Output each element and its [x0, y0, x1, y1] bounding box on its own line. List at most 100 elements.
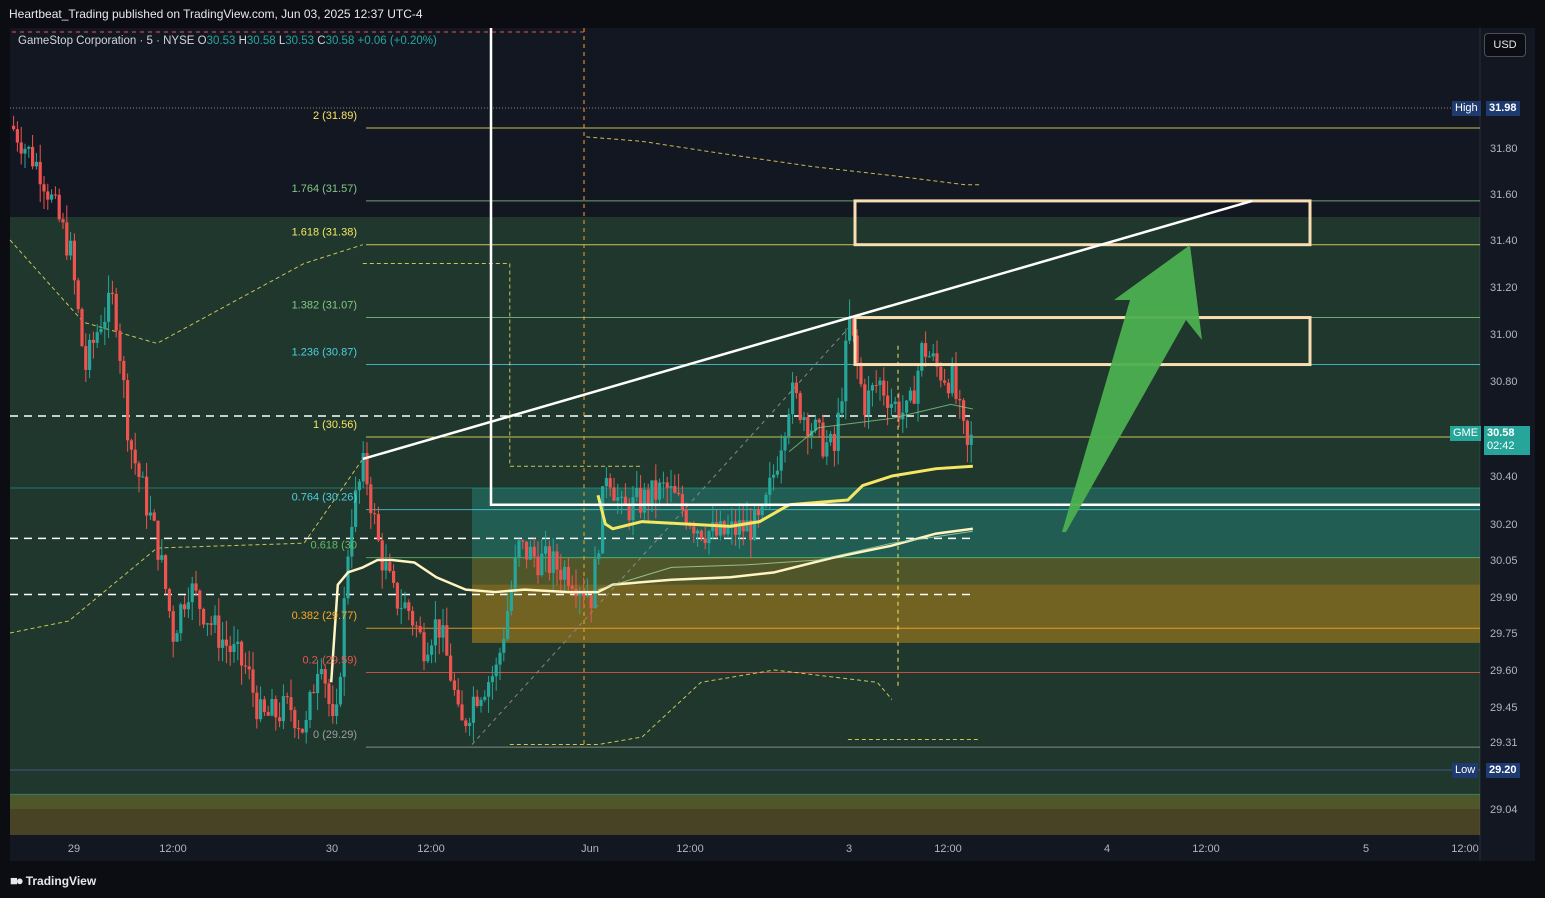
tradingview-logo-text: TradingView — [25, 873, 97, 888]
candle-body — [380, 540, 384, 571]
candle-body — [338, 676, 342, 705]
candle-body — [232, 643, 236, 653]
upper-band-1 — [586, 136, 981, 186]
high-price-tag: High — [1452, 101, 1481, 116]
candle-body — [107, 292, 111, 322]
candle-body — [426, 654, 430, 662]
candle-body — [323, 668, 327, 684]
candle-body — [851, 316, 855, 336]
candle-body — [392, 571, 396, 583]
legend-close-value: 30.58 — [325, 35, 355, 47]
candle-body — [753, 509, 757, 540]
candle-body — [418, 626, 422, 633]
time-tick-0: 29 — [68, 843, 80, 855]
candle-body — [878, 380, 882, 386]
candle-body — [456, 689, 460, 705]
candle-body — [202, 608, 206, 625]
price-tick-12: 29.45 — [1490, 702, 1518, 714]
vwap-session-2 — [596, 464, 973, 531]
candle-body — [373, 513, 377, 515]
time-axis-bg — [10, 835, 1535, 861]
candle-body — [247, 666, 251, 670]
candle-body — [593, 558, 597, 609]
candle-body — [692, 526, 696, 534]
time-tick-1: 12:00 — [159, 843, 187, 855]
candle-body — [490, 676, 494, 683]
fib-label-5: 1 (30.56) — [313, 419, 357, 431]
candle-body — [768, 477, 772, 495]
candle-body — [228, 645, 232, 653]
upper-band-3 — [9, 239, 363, 344]
candle-body — [262, 699, 266, 713]
candle-body — [19, 142, 23, 154]
vwap-session-1 — [329, 527, 974, 683]
fib-label-7: 0.618 (30 — [311, 540, 357, 552]
price-tick-8: 30.05 — [1490, 555, 1518, 567]
price-axis[interactable]: 31.80 31.60 31.40 31.20 31.00 30.80 30.40 30.20… — [1490, 143, 1518, 816]
candle-body — [61, 219, 65, 223]
candle-body — [547, 546, 551, 573]
candle-body — [658, 482, 662, 500]
candle-body — [15, 129, 19, 143]
price-tick-5: 30.80 — [1490, 376, 1518, 388]
candle-body — [855, 335, 859, 363]
legend-low-label: L — [278, 35, 286, 47]
candle-body — [433, 619, 437, 646]
candle-body — [874, 385, 878, 387]
candle-body — [281, 696, 285, 722]
candle-body — [23, 148, 27, 154]
lower-band-2 — [509, 669, 893, 746]
symbol-tag-label: GME — [1453, 427, 1479, 439]
candle-body — [65, 222, 69, 256]
candle-body — [886, 395, 890, 408]
candle-body — [91, 339, 95, 343]
drawings[interactable] — [362, 28, 1480, 532]
candle-body — [908, 390, 912, 401]
candle-body — [779, 450, 783, 471]
candle-body — [103, 321, 107, 329]
dashed-guides — [9, 28, 981, 748]
candle-body — [441, 625, 445, 638]
tradingview-logo[interactable]: ■● TradingView — [10, 873, 96, 888]
candle-body — [278, 717, 282, 722]
price-tick-3: 31.20 — [1490, 282, 1518, 294]
candle-body — [707, 531, 711, 544]
candle-body — [259, 699, 263, 720]
candle-body — [756, 509, 760, 516]
candle-body — [544, 546, 548, 554]
candle-body — [194, 583, 198, 591]
candle-body — [160, 555, 164, 560]
low-price-tag: Low — [1452, 763, 1479, 778]
time-axis[interactable]: 29 12:00 30 12:00 Jun 12:00 3 12:00 4 12:00 5 12:00 — [68, 843, 1479, 855]
candle-body — [346, 556, 350, 599]
ohlc-legend: GameStop Corporation · 5 · NYSE O30.53 H… — [18, 35, 437, 47]
candle-body — [958, 398, 962, 401]
time-tick-9: 12:00 — [1192, 843, 1220, 855]
publisher-bar: Heartbeat_Trading published on TradingVi… — [0, 0, 1545, 28]
candle-body — [608, 478, 612, 488]
candle-body — [327, 683, 331, 705]
candle-body — [411, 610, 415, 626]
candle-body — [509, 588, 513, 612]
candle-body — [217, 615, 221, 648]
candle-body — [53, 194, 57, 196]
candle-body — [631, 497, 635, 521]
candle-body — [829, 433, 833, 443]
candle-body — [536, 556, 540, 576]
candle-body — [255, 692, 259, 720]
candle-body — [122, 360, 126, 381]
legend-close-label: C — [317, 35, 326, 47]
candle-body — [703, 538, 707, 544]
candle-body — [369, 484, 373, 514]
price-tick-7: 30.20 — [1490, 519, 1518, 531]
price-chart[interactable]: 2 (31.89) 1.764 (31.57) 1.618 (31.38) 1.382… — [0, 0, 1545, 866]
candle-body — [350, 526, 354, 557]
candle-body — [821, 422, 825, 457]
teal-zone — [472, 488, 1480, 558]
legend-open-value: 30.53 — [206, 35, 236, 47]
price-tick-4: 31.00 — [1490, 329, 1518, 341]
price-tick-11: 29.60 — [1490, 665, 1518, 677]
candle-body — [407, 602, 411, 611]
candle-body — [737, 520, 741, 535]
currency-button[interactable]: USD — [1484, 33, 1526, 57]
